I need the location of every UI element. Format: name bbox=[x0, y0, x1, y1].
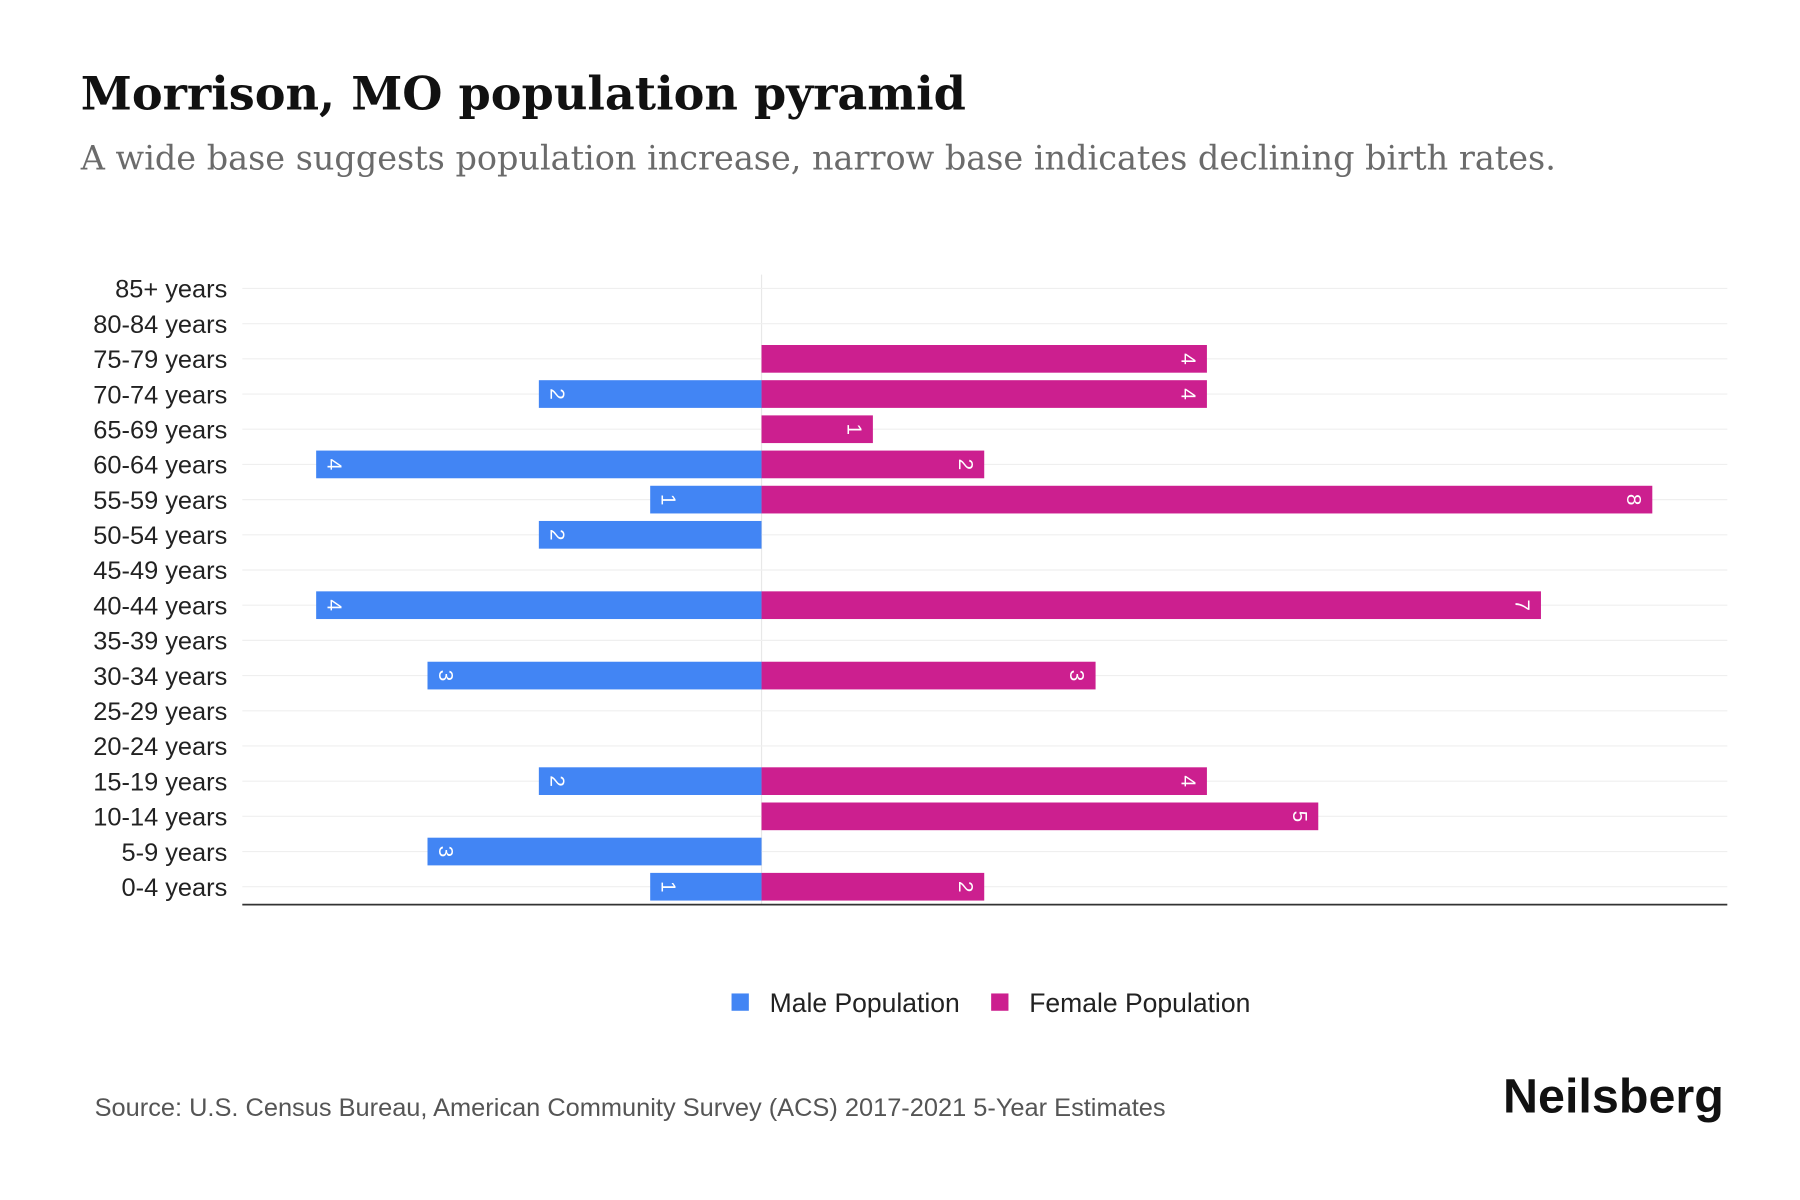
y-tick-label: 0-4 years bbox=[122, 874, 228, 902]
data-label: 3 bbox=[434, 846, 457, 858]
y-tick-label: 20-24 years bbox=[93, 733, 227, 761]
male-bar bbox=[650, 485, 762, 514]
y-tick-label: 15-19 years bbox=[93, 768, 227, 796]
brand-logo: Neilsberg bbox=[1503, 1069, 1724, 1123]
female-bar bbox=[761, 345, 1207, 373]
legend: Male Population Female Population bbox=[731, 988, 1250, 1018]
female-bar bbox=[761, 380, 1207, 408]
female-bar bbox=[761, 415, 873, 444]
data-label: 4 bbox=[323, 459, 346, 471]
y-tick-label: 55-59 years bbox=[93, 487, 227, 515]
data-label: 1 bbox=[657, 494, 680, 506]
y-tick-label: 30-34 years bbox=[93, 663, 227, 691]
chart-subtitle: A wide base suggests population increase… bbox=[80, 139, 1556, 178]
male-bar bbox=[650, 872, 762, 901]
legend-label-female: Female Population bbox=[1029, 988, 1250, 1018]
y-tick-label: 65-69 years bbox=[93, 416, 227, 444]
male-bar bbox=[427, 837, 762, 866]
bars: 4 2 4 1 4 2 1 8 2 4 7 3 3 2 4 5 3 1 2 bbox=[316, 345, 1653, 901]
data-label: 3 bbox=[1065, 670, 1088, 682]
data-label: 2 bbox=[545, 529, 568, 541]
female-bar bbox=[761, 591, 1541, 620]
y-tick-label: 75-79 years bbox=[93, 346, 227, 374]
data-label: 2 bbox=[545, 775, 568, 787]
y-tick-label: 85+ years bbox=[115, 276, 227, 304]
data-label: 7 bbox=[1511, 599, 1534, 611]
male-bar bbox=[316, 591, 762, 620]
data-label: 5 bbox=[1288, 811, 1311, 823]
male-bar bbox=[538, 767, 762, 795]
data-label: 1 bbox=[843, 423, 866, 435]
male-bar bbox=[316, 450, 762, 479]
female-bar bbox=[761, 450, 985, 479]
male-bar bbox=[427, 661, 762, 690]
legend-swatch-male bbox=[731, 993, 749, 1011]
y-tick-label: 10-14 years bbox=[93, 804, 227, 832]
male-bar bbox=[538, 520, 762, 549]
data-label: 2 bbox=[954, 881, 977, 893]
data-label: 4 bbox=[323, 599, 346, 611]
source-note: Source: U.S. Census Bureau, American Com… bbox=[95, 1094, 1166, 1122]
y-tick-label: 70-74 years bbox=[93, 381, 227, 409]
legend-swatch-female bbox=[991, 993, 1009, 1011]
female-bar bbox=[761, 767, 1207, 795]
male-bar bbox=[538, 380, 762, 408]
y-axis-ticks: 85+ years 80-84 years 75-79 years 70-74 yea… bbox=[93, 276, 227, 902]
female-bar bbox=[761, 872, 985, 901]
y-tick-label: 60-64 years bbox=[93, 452, 227, 480]
y-tick-label: 25-29 years bbox=[93, 698, 227, 726]
y-tick-label: 35-39 years bbox=[93, 628, 227, 656]
data-label: 2 bbox=[954, 459, 977, 471]
y-tick-label: 5-9 years bbox=[122, 839, 228, 867]
female-bar bbox=[761, 485, 1653, 514]
y-tick-label: 40-44 years bbox=[93, 592, 227, 620]
legend-label-male: Male Population bbox=[770, 988, 960, 1018]
data-label: 1 bbox=[657, 881, 680, 893]
data-label: 4 bbox=[1177, 353, 1200, 365]
y-tick-label: 80-84 years bbox=[93, 311, 227, 339]
data-label: 4 bbox=[1177, 388, 1200, 400]
y-tick-label: 45-49 years bbox=[93, 557, 227, 585]
chart-title: Morrison, MO population pyramid bbox=[81, 67, 966, 121]
data-label: 8 bbox=[1622, 494, 1645, 506]
female-bar bbox=[761, 661, 1096, 690]
data-label: 3 bbox=[434, 670, 457, 682]
data-label: 2 bbox=[545, 388, 568, 400]
y-tick-label: 50-54 years bbox=[93, 522, 227, 550]
data-label: 4 bbox=[1177, 775, 1200, 787]
female-bar bbox=[761, 802, 1319, 831]
